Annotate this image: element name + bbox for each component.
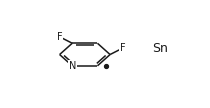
- Text: F: F: [120, 43, 126, 53]
- Text: F: F: [57, 32, 62, 42]
- Text: N: N: [68, 61, 76, 71]
- Text: Sn: Sn: [152, 42, 168, 55]
